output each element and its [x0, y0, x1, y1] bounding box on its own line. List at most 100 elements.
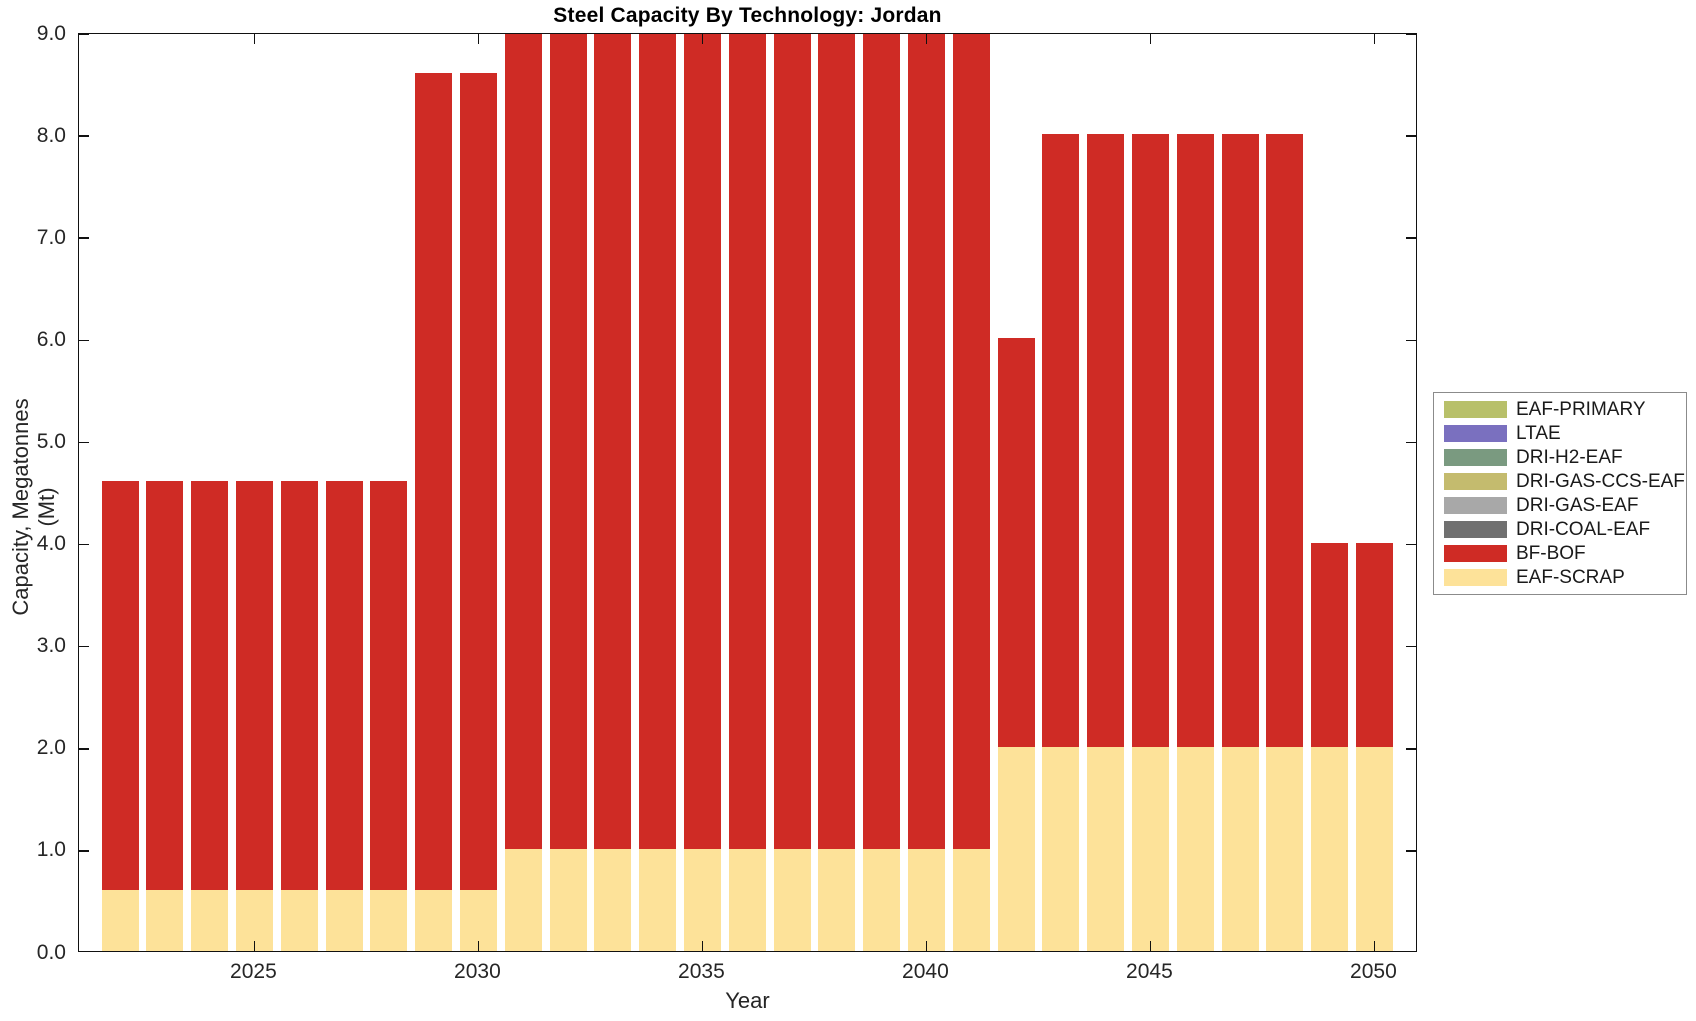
- bar-segment-2022-bf-bof: [101, 481, 139, 890]
- axis-tick-x: [925, 941, 928, 951]
- bar-segment-2050-eaf-scrap: [1355, 746, 1393, 951]
- bar-segment-2040-eaf-scrap: [907, 848, 945, 951]
- y-axis-label: Capacity, Megatonnes (Mt): [8, 398, 59, 616]
- legend-item: EAF-PRIMARY: [1444, 398, 1686, 421]
- bar-segment-2025-eaf-scrap: [235, 889, 273, 951]
- axis-tick-y: [79, 645, 89, 648]
- bar-segment-2023-eaf-scrap: [146, 889, 184, 951]
- x-tick-label: 2025: [230, 960, 277, 983]
- axis-tick-x: [925, 34, 928, 44]
- bar-segment-2035-bf-bof: [683, 34, 721, 849]
- x-tick-label: 2050: [1350, 960, 1397, 983]
- bar-segment-2029-bf-bof: [415, 72, 453, 890]
- bar-segment-2045-eaf-scrap: [1131, 746, 1169, 951]
- legend-item: DRI-COAL-EAF: [1444, 518, 1686, 541]
- bar-segment-2039-eaf-scrap: [863, 848, 901, 951]
- legend-item: LTAE: [1444, 422, 1686, 445]
- legend-label: DRI-H2-EAF: [1516, 446, 1623, 468]
- x-tick-label: 2035: [678, 960, 725, 983]
- bar-segment-2026-bf-bof: [280, 481, 318, 890]
- legend-item: DRI-GAS-CCS-EAF: [1444, 470, 1686, 493]
- y-tick-label: 8.0: [36, 123, 66, 147]
- axis-tick-y: [79, 339, 89, 342]
- bar-segment-2029-eaf-scrap: [415, 889, 453, 951]
- axis-tick-y: [79, 237, 89, 239]
- bar-segment-2028-bf-bof: [370, 481, 408, 890]
- bar-segment-2032-bf-bof: [549, 34, 587, 849]
- legend-label: DRI-COAL-EAF: [1516, 518, 1651, 540]
- bar-segment-2040-bf-bof: [907, 34, 945, 849]
- plot-area: [78, 33, 1417, 952]
- x-tick-label: 2045: [1126, 960, 1173, 983]
- axis-tick-y: [79, 850, 89, 852]
- bar-segment-2024-eaf-scrap: [191, 889, 229, 951]
- axis-tick-y: [1406, 543, 1416, 546]
- axis-tick-y: [1406, 441, 1416, 444]
- bar-segment-2044-eaf-scrap: [1087, 746, 1125, 951]
- legend-label: BF-BOF: [1516, 542, 1586, 564]
- axis-tick-y: [79, 34, 89, 35]
- axis-tick-x: [1149, 34, 1152, 44]
- bar-segment-2028-eaf-scrap: [370, 889, 408, 951]
- axis-tick-y: [1406, 339, 1416, 342]
- legend-swatch-icon: [1444, 401, 1507, 418]
- y-tick-label: 3.0: [36, 634, 66, 658]
- bar-segment-2025-bf-bof: [235, 481, 273, 890]
- axis-tick-x: [253, 34, 256, 44]
- bar-segment-2046-eaf-scrap: [1176, 746, 1214, 951]
- bar-segment-2033-bf-bof: [594, 34, 632, 849]
- legend-label: DRI-GAS-EAF: [1516, 494, 1639, 516]
- axis-tick-x: [1149, 941, 1152, 951]
- bar-segment-2024-bf-bof: [191, 481, 229, 890]
- bar-segment-2023-bf-bof: [146, 481, 184, 890]
- bar-segment-2036-bf-bof: [728, 34, 766, 849]
- bar-segment-2035-eaf-scrap: [683, 848, 721, 951]
- bar-segment-2031-eaf-scrap: [504, 848, 542, 951]
- axis-tick-y: [1406, 748, 1416, 750]
- legend-label: EAF-PRIMARY: [1516, 398, 1646, 420]
- bar-segment-2026-eaf-scrap: [280, 889, 318, 951]
- legend: EAF-PRIMARY LTAE DRI-H2-EAF DRI-GAS-CCS-EAF…: [1433, 392, 1687, 595]
- axis-tick-y: [1406, 237, 1416, 239]
- y-tick-label: 4.0: [36, 532, 66, 556]
- legend-swatch-icon: [1444, 449, 1507, 466]
- bar-segment-2027-eaf-scrap: [325, 889, 363, 951]
- bar-segment-2047-eaf-scrap: [1221, 746, 1259, 951]
- bar-segment-2050-bf-bof: [1355, 542, 1393, 747]
- bar-segment-2022-eaf-scrap: [101, 889, 139, 951]
- legend-swatch-icon: [1444, 425, 1507, 442]
- bar-segment-2030-eaf-scrap: [459, 889, 497, 951]
- legend-item: EAF-SCRAP: [1444, 566, 1686, 589]
- bar-segment-2047-bf-bof: [1221, 134, 1259, 747]
- axis-tick-y: [79, 135, 89, 137]
- bar-segment-2043-bf-bof: [1042, 134, 1080, 747]
- y-tick-label: 5.0: [36, 429, 66, 453]
- x-tick-label: 2030: [454, 960, 501, 983]
- y-tick-label: 9.0: [36, 21, 66, 45]
- bar-segment-2034-bf-bof: [639, 34, 677, 849]
- bar-segment-2031-bf-bof: [504, 34, 542, 849]
- bar-segment-2027-bf-bof: [325, 481, 363, 890]
- bar-segment-2048-eaf-scrap: [1266, 746, 1304, 951]
- y-tick-label: 7.0: [36, 225, 66, 249]
- axis-tick-x: [477, 941, 480, 951]
- axis-tick-x: [701, 34, 704, 44]
- y-tick-label: 2.0: [36, 736, 66, 760]
- axis-tick-x: [477, 34, 480, 44]
- bar-segment-2045-bf-bof: [1131, 134, 1169, 747]
- bar-segment-2030-bf-bof: [459, 72, 497, 890]
- y-tick-label: 0.0: [36, 940, 66, 964]
- bar-segment-2036-eaf-scrap: [728, 848, 766, 951]
- bar-segment-2032-eaf-scrap: [549, 848, 587, 951]
- axis-tick-x: [1373, 34, 1376, 44]
- bar-segment-2049-bf-bof: [1311, 542, 1349, 747]
- legend-swatch-icon: [1444, 473, 1507, 490]
- axis-tick-y: [1406, 34, 1416, 35]
- x-axis-label: Year: [725, 988, 770, 1013]
- chart-title: Steel Capacity By Technology: Jordan: [553, 4, 942, 27]
- axis-tick-x: [253, 941, 256, 951]
- x-tick-label: 2040: [902, 960, 949, 983]
- bar-segment-2034-eaf-scrap: [639, 848, 677, 951]
- legend-swatch-icon: [1444, 545, 1507, 562]
